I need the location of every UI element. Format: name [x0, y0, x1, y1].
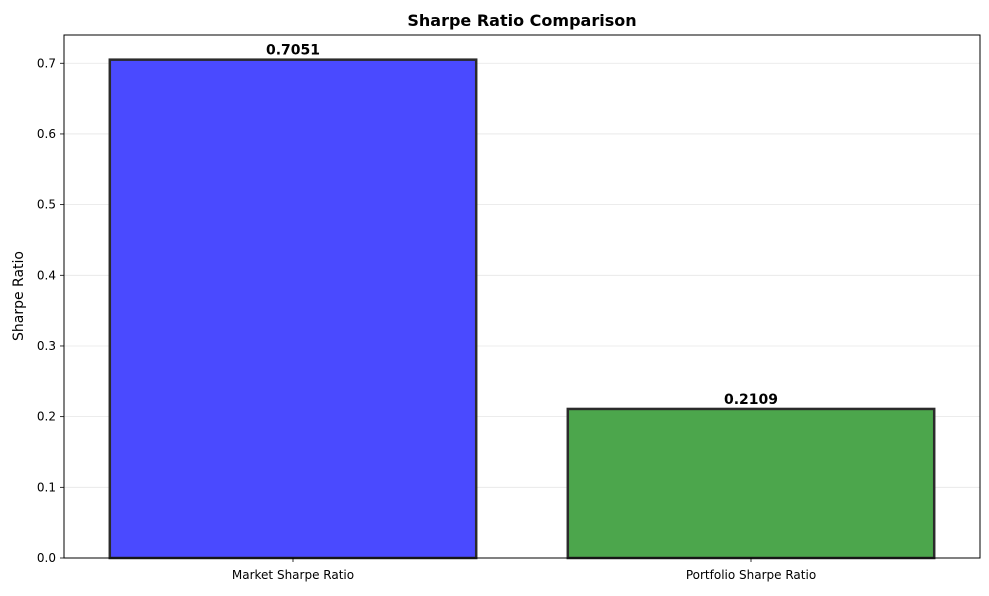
y-tick-label: 0.0: [37, 551, 56, 565]
y-tick-label: 0.3: [37, 339, 56, 353]
x-tick-label: Portfolio Sharpe Ratio: [686, 568, 816, 582]
y-tick-label: 0.4: [37, 268, 56, 282]
data-labels-layer: 0.7051 0.2109: [266, 43, 778, 408]
y-tick-label: 0.1: [37, 480, 56, 494]
bar-value-label: 0.7051: [266, 43, 320, 59]
plot-area-frame: [63, 34, 981, 559]
bar-value-label: 0.2109: [724, 392, 778, 408]
x-axis: Market Sharpe Ratio Portfolio Sharpe Rati…: [232, 558, 816, 582]
y-axis-label: Sharpe Ratio: [11, 251, 27, 341]
y-axis: 0.0 0.1 0.2 0.3 0.4 0.5 0.6 0.7: [37, 56, 64, 565]
bar-market: [108, 58, 478, 560]
x-tick-label: Market Sharpe Ratio: [232, 568, 354, 582]
y-tick-label: 0.5: [37, 198, 56, 212]
y-tick-label: 0.7: [37, 56, 56, 70]
y-tick-label: 0.6: [37, 127, 56, 141]
bars-layer: [108, 58, 936, 560]
bar-portfolio: [566, 407, 936, 560]
y-tick-label: 0.2: [37, 410, 56, 424]
chart-title: Sharpe Ratio Comparison: [407, 11, 636, 30]
